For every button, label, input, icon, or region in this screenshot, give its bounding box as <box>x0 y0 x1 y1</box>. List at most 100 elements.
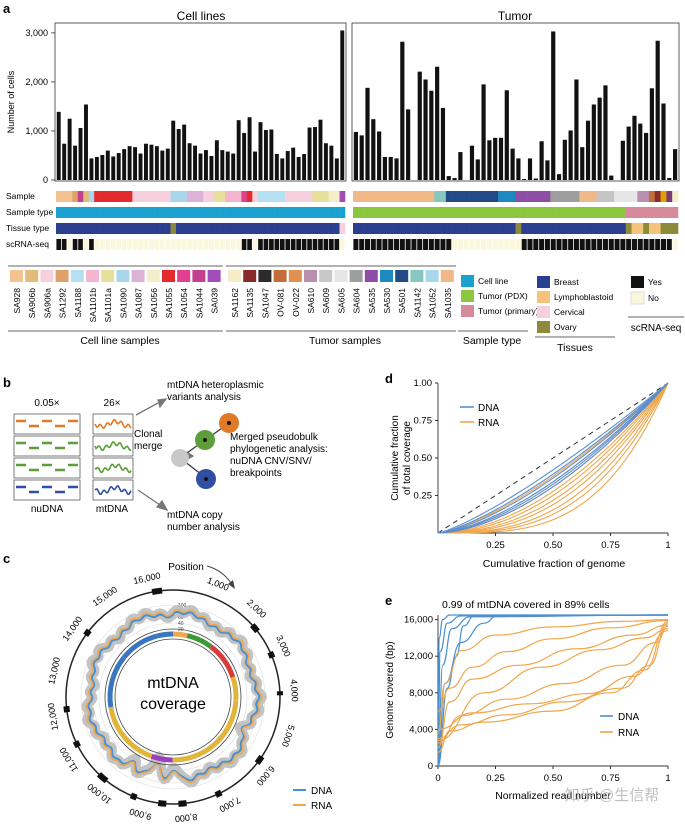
legend-tissues-title: Tissues <box>557 342 593 354</box>
a-tissue-cell <box>393 223 400 234</box>
scale-tick: 20 <box>178 627 184 633</box>
root-clone <box>171 449 189 467</box>
a-tissue-cell <box>498 223 505 234</box>
a-scrna-cell <box>492 239 498 250</box>
tissue-label: Ovary <box>554 322 577 332</box>
tumor-sample-swatch <box>273 270 287 282</box>
a-scrna-cell <box>160 239 165 250</box>
a-sample-cell <box>457 191 464 202</box>
a-tissue-cell <box>585 223 592 234</box>
a-tissue-cell <box>457 223 464 234</box>
cell-line-sample-label: SA1101b <box>88 288 98 323</box>
a-scrna-cell <box>219 239 225 250</box>
a-tissue-cell <box>295 223 302 234</box>
a-scrna-cell <box>225 239 231 250</box>
gene-block <box>214 789 223 798</box>
a-bar <box>62 143 67 180</box>
a-scrna-cell <box>143 239 149 250</box>
a-type-cell <box>550 207 557 218</box>
a-bar <box>545 160 550 180</box>
a-scrna-cell <box>187 239 192 250</box>
a-sample-cell <box>99 191 106 202</box>
a-sample-cell <box>334 191 340 202</box>
e-curve-rna <box>437 619 669 735</box>
a-tissue-cell <box>492 223 499 234</box>
tumor-sample-swatch <box>243 270 257 282</box>
a-type-cell <box>463 207 470 218</box>
sample-type-label: Tumor (primary) <box>478 306 539 316</box>
a-type-cell <box>608 207 615 218</box>
position-tick-label: 14,000 <box>61 614 85 642</box>
a-type-cell <box>411 207 418 218</box>
position-tick-label: 11,000 <box>58 746 80 774</box>
a-sample-cell <box>339 191 346 202</box>
a-bar <box>138 153 143 180</box>
a-sample-cell <box>602 191 609 202</box>
a-tissue-cell <box>376 223 383 234</box>
a-type-cell <box>56 207 62 218</box>
a-type-cell <box>137 207 144 218</box>
a-bar <box>105 150 110 180</box>
cell-line-sample-label: SA1292 <box>58 288 68 319</box>
a-bar <box>73 145 78 180</box>
a-type-cell <box>192 207 199 218</box>
a-scrna-cell <box>149 239 154 250</box>
a-type-cell <box>225 207 231 218</box>
a-type-cell <box>596 207 603 218</box>
a-scrna-cell <box>334 239 340 250</box>
a-tissue-cell <box>94 223 100 234</box>
a-scrna-cell <box>359 239 365 250</box>
e-curve-rna <box>437 619 669 712</box>
scale-tick: 100 <box>178 603 187 609</box>
a-type-cell <box>274 207 280 218</box>
a-scrna-cell <box>579 239 585 250</box>
a-scrna-cell <box>132 239 138 250</box>
a-sample-cell <box>121 191 128 202</box>
a-sample-cell <box>544 191 551 202</box>
a-sample-cell <box>208 191 215 202</box>
position-tick-label: 6,000 <box>255 764 277 788</box>
a-tissue-cell <box>370 223 377 234</box>
scale-tick: 60 <box>178 615 184 621</box>
nu-track <box>13 479 81 501</box>
a-type-cell <box>556 207 563 218</box>
cell-lines-frame <box>54 22 347 182</box>
a-tissue-cell <box>596 223 603 234</box>
cell-line-sample-label: SA1188 <box>73 288 83 318</box>
a-scrna-cell <box>89 239 94 250</box>
a-scrna-cell <box>296 239 301 250</box>
a-scrna-cell <box>475 239 481 250</box>
a-tissue-cell <box>290 223 297 234</box>
a-bar <box>609 175 614 180</box>
position-tick-label: 3,000 <box>274 634 293 659</box>
a-sample-cell <box>625 191 632 202</box>
a-tissue-cell <box>279 223 286 234</box>
scrna-label: No <box>648 293 659 303</box>
tumor-sample-swatch <box>425 270 439 282</box>
a-sample-cell <box>474 191 481 202</box>
legend-scrna-title: scRNA-seq <box>631 323 682 334</box>
mt-track <box>92 413 134 435</box>
cell-lines-title: Cell lines <box>177 9 226 23</box>
tumor-sample-swatch <box>395 270 409 282</box>
a-type-cell <box>364 207 371 218</box>
position-tick-label: 5,000 <box>280 724 297 749</box>
a-bar <box>516 158 521 180</box>
a-tissue-cell <box>573 223 580 234</box>
a-sample-cell <box>498 191 505 202</box>
a-scrna-cell <box>602 239 608 250</box>
a-sample-cell <box>590 191 598 202</box>
position-tick-label: 13,000 <box>46 656 62 685</box>
d-ylabel: Cumulative fractionof total coverage <box>390 415 413 501</box>
a-type-cell <box>672 207 679 218</box>
a-type-cell <box>235 207 242 218</box>
d-curve-dna <box>437 382 669 534</box>
a-sample-cell <box>110 191 117 202</box>
outer-ring <box>65 589 281 805</box>
a-sample-cell <box>181 191 188 202</box>
a-sample-cell <box>416 191 423 202</box>
a-scrna-cell <box>203 239 209 250</box>
a-tissue-cell <box>387 223 394 234</box>
a-bar <box>285 151 290 180</box>
a-bar <box>274 154 279 180</box>
